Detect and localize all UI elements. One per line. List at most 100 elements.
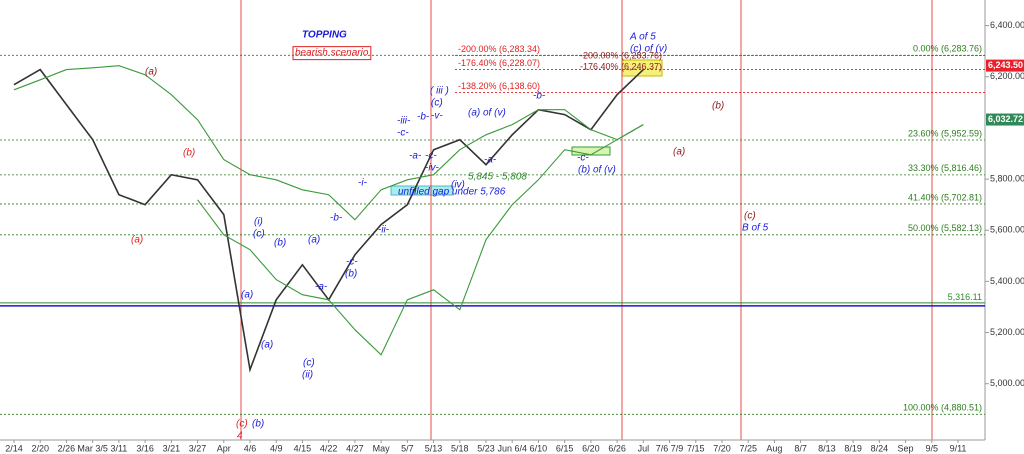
price-tag: [986, 113, 1024, 126]
fib-label: 50.00% (5,582.13): [908, 223, 982, 233]
price-tag-label: 6,032.72: [988, 114, 1023, 124]
wave-label: (a): [673, 147, 685, 158]
wave-label: (a): [261, 340, 273, 351]
wave-label: -i-: [358, 178, 368, 189]
x-tick-label: 2/26: [58, 443, 76, 453]
wave-label: -b-: [417, 112, 430, 123]
x-tick-label: Sep: [898, 443, 914, 453]
wave-label: -c-: [397, 128, 409, 139]
x-tick-label: 7/25: [739, 443, 757, 453]
x-tick-label: 7/20: [713, 443, 731, 453]
annotation-box: [292, 46, 372, 61]
x-tick-label: 3/11: [110, 443, 127, 453]
wave-label: (c): [253, 229, 265, 240]
wave-label: (c): [303, 358, 315, 369]
x-tick-label: 8/13: [818, 443, 836, 453]
wave-label: -a-: [315, 282, 328, 293]
wave-label: -200.00% (6,283.76): [580, 50, 662, 60]
wave-label: (c) of (v): [630, 44, 667, 55]
x-tick-label: 2/20: [31, 443, 49, 453]
x-tick-label: 6/20: [582, 443, 600, 453]
x-tick-label: 8/7: [794, 443, 807, 453]
x-tick-label: 8/19: [844, 443, 862, 453]
extension-label: -200.00% (6,283.34): [458, 44, 540, 54]
x-tick-label: 5/23: [477, 443, 495, 453]
wave-label: (b) of (v): [578, 165, 616, 176]
wave-label: -iv-: [425, 163, 440, 174]
wave-label: -iii-: [397, 116, 411, 127]
x-tick-label: 5/13: [425, 443, 443, 453]
x-tick-label: 3/16: [136, 443, 154, 453]
envelope-line: [197, 124, 644, 356]
x-tick-label: Aug: [766, 443, 782, 453]
x-tick-label: 5/18: [451, 443, 469, 453]
x-tick-label: May: [373, 443, 391, 453]
price-tag-label: 6,243.50: [988, 60, 1023, 70]
wave-label: -a-: [484, 155, 497, 166]
wave-label: (iv): [451, 180, 465, 191]
wave-label: -ii-: [378, 225, 390, 236]
x-tick-label: 4/27: [346, 443, 364, 453]
x-tick-label: 4/6: [244, 443, 257, 453]
fib-label: 41.40% (5,702.81): [908, 192, 982, 202]
x-tick-label: 5/7: [401, 443, 414, 453]
wave-label: (c): [236, 419, 248, 430]
x-tick-label: 4/22: [320, 443, 338, 453]
fib-label: 100.00% (4,880.51): [903, 403, 982, 413]
wave-label: (a): [308, 235, 320, 246]
y-tick-label: 5,200.00: [990, 327, 1024, 337]
wave-label: -v-: [431, 111, 443, 122]
wave-label: -b-: [330, 213, 343, 224]
y-tick-label: 6,400.00: [990, 20, 1024, 30]
x-tick-label: 2/14: [5, 443, 23, 453]
x-tick-label: Jul: [638, 443, 650, 453]
y-tick-label: 6,200.00: [990, 71, 1024, 81]
wave-label: (b): [345, 269, 357, 280]
x-tick-label: 8/24: [871, 443, 889, 453]
fib-label: 0.00% (6,283.76): [913, 44, 982, 54]
wave-label: A of 5: [629, 32, 656, 43]
x-tick-label: 6/10: [530, 443, 548, 453]
wave-label: -c-: [425, 151, 437, 162]
wave-label: (a): [241, 290, 253, 301]
wave-label: unfilled gap under 5,786: [398, 187, 506, 198]
wave-label: (ii): [302, 370, 313, 381]
wave-label: ( iii ): [430, 86, 449, 97]
wave-label: -c-: [346, 257, 358, 268]
x-tick-label: Apr: [217, 443, 231, 453]
wave-label: (b): [712, 101, 724, 112]
wave-label: (a): [131, 235, 143, 246]
x-tick-label: 3/21: [163, 443, 181, 453]
x-tick-label: 7/6 7/9: [656, 443, 684, 453]
wave-label: (c): [744, 211, 756, 222]
x-tick-label: 9/11: [950, 443, 967, 453]
wave-label: 4: [237, 431, 243, 442]
x-tick-label: Jun 6/4: [497, 443, 527, 453]
y-tick-label: 5,600.00: [990, 225, 1024, 235]
wave-label: TOPPING: [302, 30, 347, 41]
wave-label: (a): [145, 67, 157, 78]
x-tick-label: 4/9: [270, 443, 283, 453]
wave-label: (c): [431, 98, 443, 109]
wave-label: -b-: [533, 91, 546, 102]
wave-label: bearish scenario: [295, 48, 369, 59]
wave-label: -176.40% (6,246.37): [580, 61, 662, 71]
x-tick-label: 6/15: [556, 443, 574, 453]
price-tag: [986, 59, 1024, 72]
envelope-line: [13, 65, 644, 221]
x-tick-label: 7/15: [687, 443, 705, 453]
x-tick-label: 9/5: [926, 443, 939, 453]
wave-label: (a) of (v): [468, 108, 506, 119]
wave-label: (b): [274, 238, 286, 249]
y-tick-label: 5,400.00: [990, 276, 1024, 286]
x-tick-label: Mar 3/5: [77, 443, 108, 453]
support-label: 5,316.11: [948, 292, 982, 302]
extension-label: -176.40% (6,228.07): [458, 58, 540, 68]
x-tick-label: 3/27: [189, 443, 207, 453]
wave-label: (b): [183, 148, 195, 159]
y-tick-label: 5,000.00: [990, 378, 1024, 388]
gap-box: [390, 185, 454, 196]
wave-label: 5,845 - 5,808: [468, 172, 527, 183]
